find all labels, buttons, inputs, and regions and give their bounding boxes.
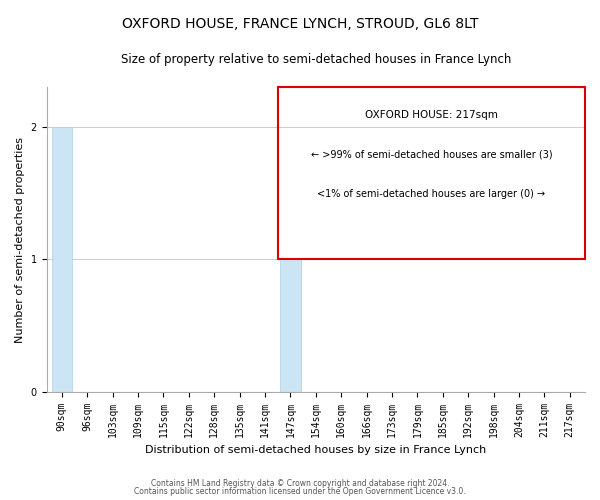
Text: Contains HM Land Registry data © Crown copyright and database right 2024.: Contains HM Land Registry data © Crown c… <box>151 478 449 488</box>
Text: ← >99% of semi-detached houses are smaller (3): ← >99% of semi-detached houses are small… <box>311 150 552 160</box>
Text: <1% of semi-detached houses are larger (0) →: <1% of semi-detached houses are larger (… <box>317 190 545 200</box>
X-axis label: Distribution of semi-detached houses by size in France Lynch: Distribution of semi-detached houses by … <box>145 445 487 455</box>
Bar <box>278 88 585 260</box>
Text: Contains public sector information licensed under the Open Government Licence v3: Contains public sector information licen… <box>134 487 466 496</box>
Text: OXFORD HOUSE, FRANCE LYNCH, STROUD, GL6 8LT: OXFORD HOUSE, FRANCE LYNCH, STROUD, GL6 … <box>122 18 478 32</box>
Title: Size of property relative to semi-detached houses in France Lynch: Size of property relative to semi-detach… <box>121 52 511 66</box>
Text: OXFORD HOUSE: 217sqm: OXFORD HOUSE: 217sqm <box>365 110 498 120</box>
Bar <box>280 260 301 392</box>
Y-axis label: Number of semi-detached properties: Number of semi-detached properties <box>15 136 25 342</box>
Bar <box>52 127 72 392</box>
